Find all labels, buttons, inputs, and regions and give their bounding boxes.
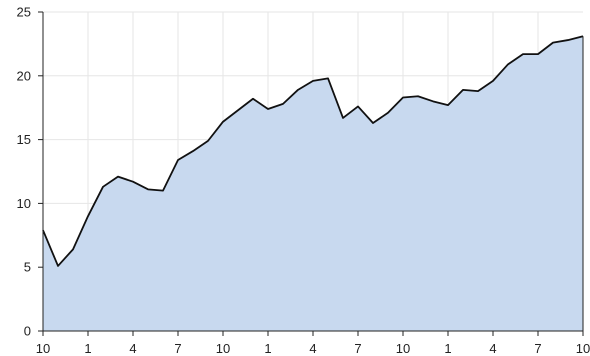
x-tick-label: 7 [354, 341, 361, 356]
axes [38, 11, 584, 336]
y-tick-label: 10 [17, 196, 31, 211]
y-tick-label: 20 [17, 68, 31, 83]
x-tick-label: 4 [489, 341, 496, 356]
y-tick-label: 5 [24, 260, 31, 275]
x-tick-label: 4 [309, 341, 316, 356]
x-tick-label: 10 [36, 341, 50, 356]
x-tick-label: 1 [444, 341, 451, 356]
x-tick-label: 1 [84, 341, 91, 356]
x-tick-label: 10 [216, 341, 230, 356]
x-tick-label: 10 [576, 341, 590, 356]
x-tick-label: 1 [264, 341, 271, 356]
series-line [42, 35, 584, 267]
area-fill [43, 36, 583, 332]
x-tick-label: 10 [396, 341, 410, 356]
x-tick-label: 4 [129, 341, 136, 356]
y-axis-tick-labels: 0 5 10 15 20 25 [17, 5, 31, 339]
x-axis-tick-labels: 10 1 4 7 10 1 4 7 10 1 4 7 10 [36, 341, 590, 356]
y-tick-label: 25 [17, 5, 31, 20]
x-tick-label: 7 [534, 341, 541, 356]
y-tick-label: 15 [17, 132, 31, 147]
x-tick-label: 7 [174, 341, 181, 356]
y-tick-label: 0 [24, 324, 31, 339]
